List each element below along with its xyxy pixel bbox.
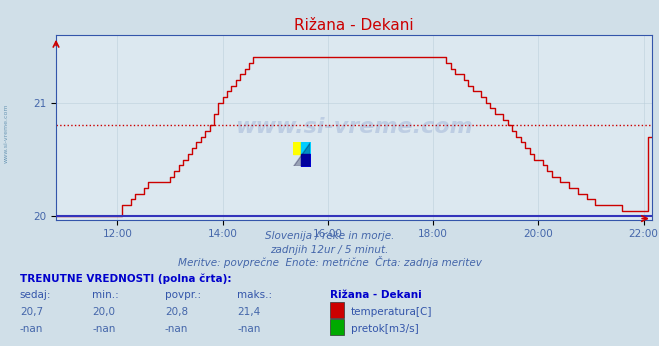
Text: povpr.:: povpr.: [165,290,201,300]
Text: min.:: min.: [92,290,119,300]
Text: 20,7: 20,7 [20,307,43,317]
Text: TRENUTNE VREDNOSTI (polna črta):: TRENUTNE VREDNOSTI (polna črta): [20,273,231,284]
Text: 21,4: 21,4 [237,307,260,317]
Title: Rižana - Dekani: Rižana - Dekani [295,18,414,34]
Text: maks.:: maks.: [237,290,272,300]
Text: www.si-vreme.com: www.si-vreme.com [235,117,473,137]
Text: Rižana - Dekani: Rižana - Dekani [330,290,421,300]
Text: www.si-vreme.com: www.si-vreme.com [4,103,9,163]
Text: -nan: -nan [92,324,115,334]
Polygon shape [293,142,310,166]
Text: pretok[m3/s]: pretok[m3/s] [351,324,418,334]
Text: zadnjih 12ur / 5 minut.: zadnjih 12ur / 5 minut. [270,245,389,255]
Text: -nan: -nan [237,324,260,334]
Text: Slovenija / reke in morje.: Slovenija / reke in morje. [265,231,394,241]
Text: Meritve: povprečne  Enote: metrične  Črta: zadnja meritev: Meritve: povprečne Enote: metrične Črta:… [177,256,482,268]
Text: temperatura[C]: temperatura[C] [351,307,432,317]
Text: 20,8: 20,8 [165,307,188,317]
Text: 20,0: 20,0 [92,307,115,317]
Text: -nan: -nan [20,324,43,334]
Text: -nan: -nan [165,324,188,334]
Text: sedaj:: sedaj: [20,290,51,300]
